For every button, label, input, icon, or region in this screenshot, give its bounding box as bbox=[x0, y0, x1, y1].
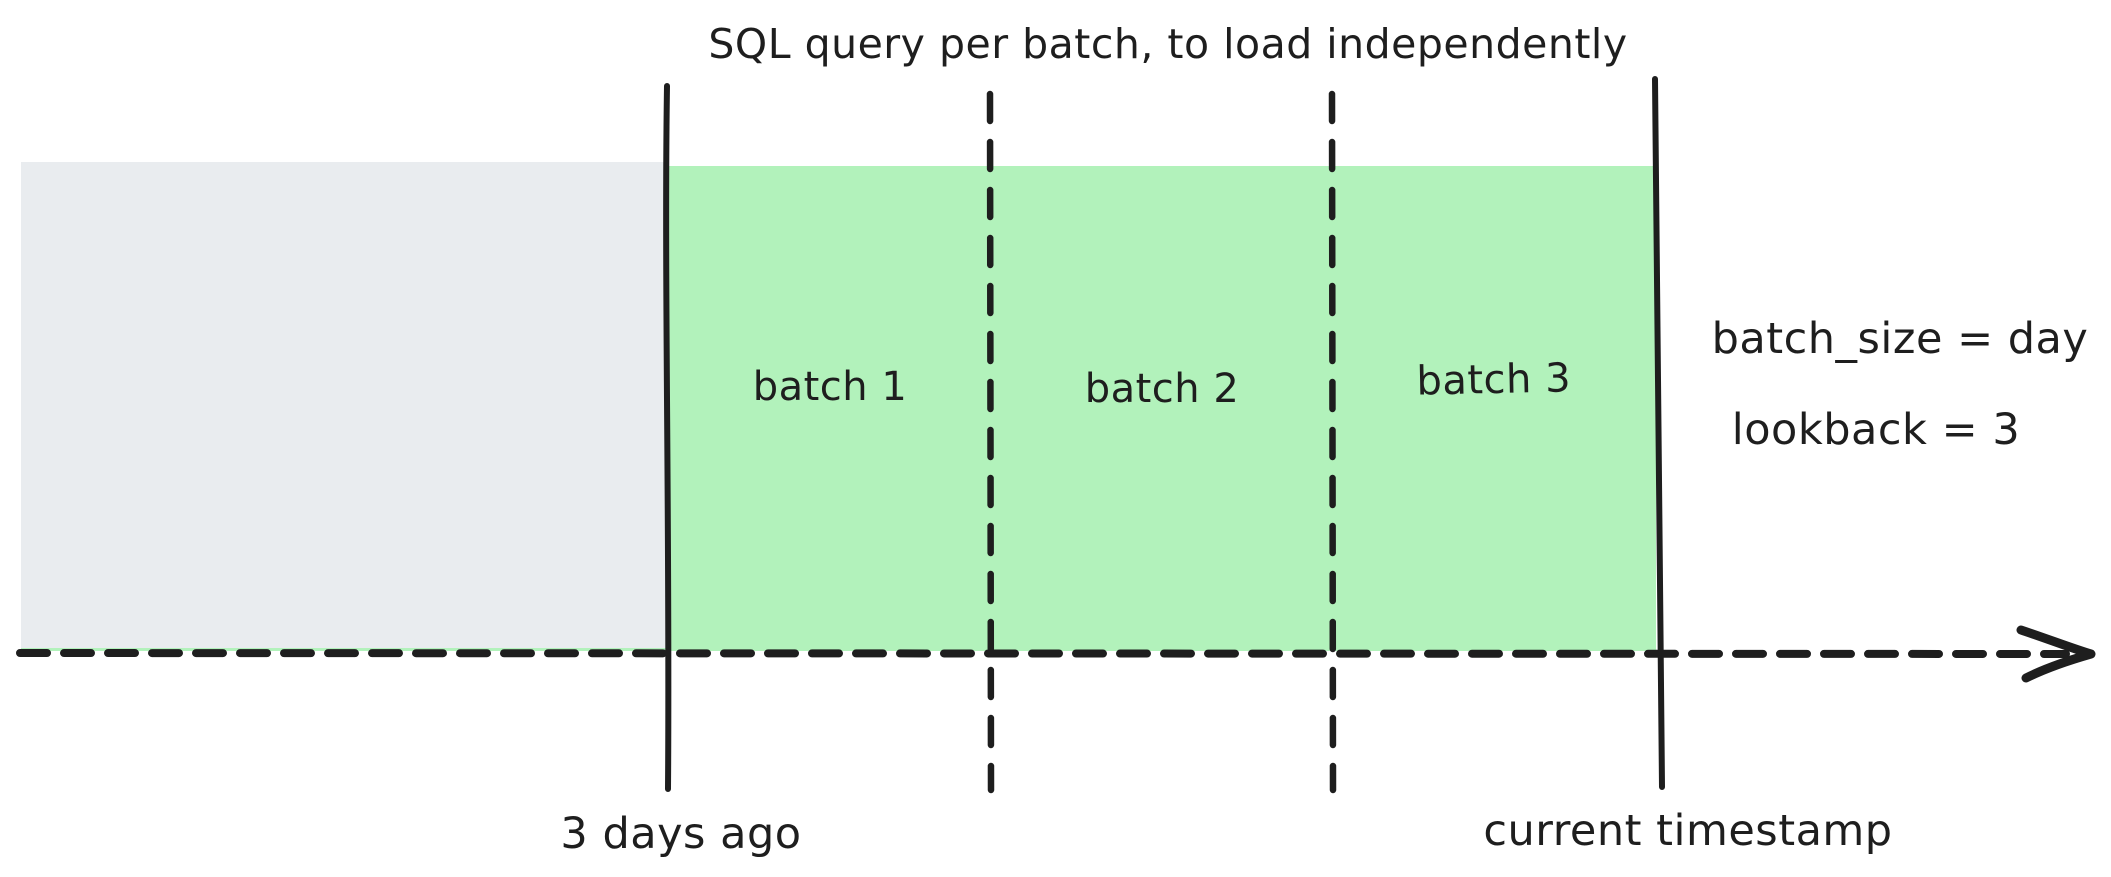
batch-divider-2 bbox=[1328, 90, 1337, 794]
timeline-axis bbox=[16, 649, 2070, 658]
lookback-annotation: lookback = 3 bbox=[1732, 405, 2020, 455]
batch-divider-1 bbox=[986, 90, 995, 794]
batch-1-label: batch 1 bbox=[753, 364, 908, 410]
diagram-title: SQL query per batch, to load independent… bbox=[708, 20, 1627, 68]
timeline-arrowhead-icon bbox=[2016, 625, 2096, 683]
boundary-line-start bbox=[663, 83, 672, 792]
batch-2-label: batch 2 bbox=[1085, 366, 1240, 412]
boundary-line-end bbox=[1652, 76, 1665, 790]
timeline-end-label: current timestamp bbox=[1483, 806, 1892, 856]
timeline-start-label: 3 days ago bbox=[560, 809, 801, 859]
history-rect bbox=[21, 162, 668, 648]
batch-3-label: batch 3 bbox=[1416, 355, 1572, 404]
batch-size-annotation: batch_size = day bbox=[1712, 314, 2089, 364]
